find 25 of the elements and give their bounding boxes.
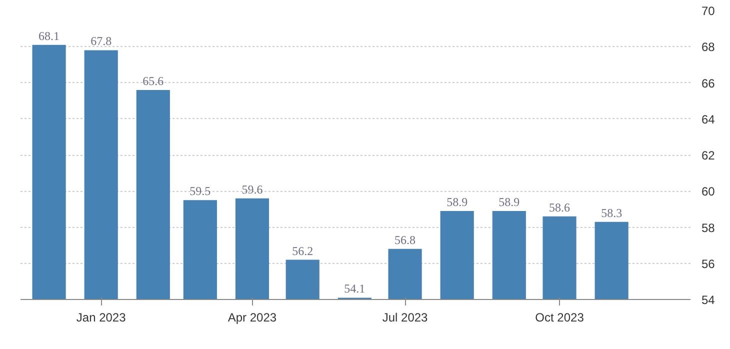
data-label: 58.6 — [549, 200, 570, 214]
y-tick-label: 60 — [702, 184, 716, 199]
x-tick-label: Oct 2023 — [535, 310, 584, 324]
data-label: 58.9 — [498, 194, 520, 209]
data-label: 58.9 — [446, 194, 468, 209]
y-tick-label: 54 — [702, 293, 716, 307]
x-tick-label: Jul 2023 — [382, 310, 428, 324]
data-label: 59.5 — [190, 184, 211, 198]
data-label: 58.3 — [601, 206, 622, 220]
y-tick-label: 58 — [702, 220, 716, 235]
data-label: 54.1 — [344, 282, 366, 296]
data-label: 67.8 — [90, 34, 112, 48]
data-label: 59.6 — [242, 182, 263, 196]
y-tick-label: 64 — [702, 112, 716, 126]
data-label: 68.1 — [38, 28, 60, 43]
data-label: 65.6 — [142, 74, 164, 88]
data-label: 56.2 — [292, 244, 314, 258]
data-label: 56.8 — [394, 232, 416, 247]
y-tick-label: 56 — [702, 256, 716, 271]
x-tick-label: Jan 2023 — [76, 310, 126, 324]
y-tick-label: 62 — [702, 148, 716, 162]
y-tick-label: 66 — [702, 76, 716, 90]
y-tick-label: 70 — [702, 4, 716, 18]
x-tick-label: Apr 2023 — [228, 310, 277, 324]
y-tick-label: 68 — [702, 40, 716, 54]
